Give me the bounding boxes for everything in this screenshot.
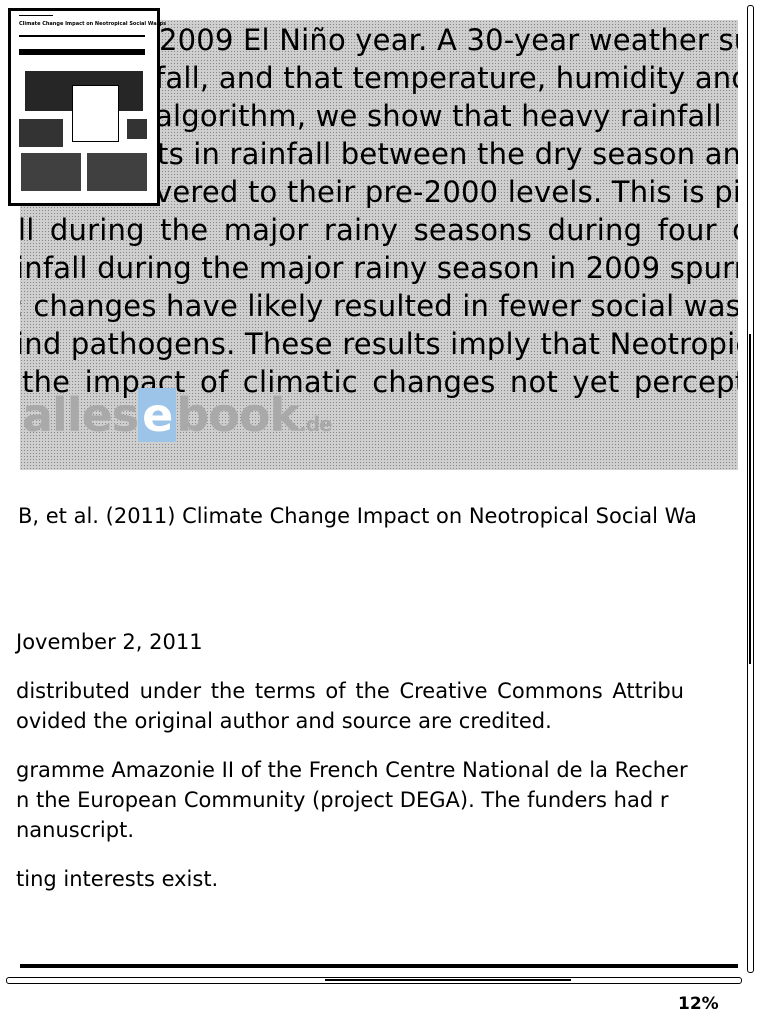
abstract-line: infall during the major rainy season in … (20, 251, 738, 285)
abstract-highlight: 2009 El Niño year. A 30-year weather sur… (20, 20, 738, 470)
vertical-scroll-thumb[interactable] (749, 334, 751, 664)
thumb-line (19, 35, 145, 37)
funding-line: n the European Community (project DEGA).… (16, 788, 669, 812)
document-viewport[interactable]: 2009 El Niño year. A 30-year weather sur… (0, 0, 740, 962)
funding-line: nanuscript. (16, 818, 134, 842)
abstract-line: algorithm, we show that heavy rainfall (155, 99, 722, 133)
funding-line: gramme Amazonie II of the French Centre … (16, 758, 688, 782)
watermark-logo: allesebook.de (22, 388, 333, 442)
page-divider (20, 964, 738, 968)
abstract-line: ll during the major rainy seasons during… (20, 213, 738, 247)
citation-line: B, et al. (2011) Climate Change Impact o… (18, 504, 697, 528)
visible-region-indicator[interactable] (72, 85, 119, 142)
abstract-line: 2009 El Niño year. A 30-year weather sur (159, 23, 738, 57)
reading-progress-percent: 12% (678, 994, 719, 1014)
thumb-text (19, 119, 63, 147)
horizontal-scrollbar[interactable] (6, 977, 742, 984)
thumb-line (19, 15, 53, 16)
abstract-line: ind pathogens. These results imply that … (20, 327, 738, 361)
thumbnail-title: Climate Change Impact on Neotropical Soc… (19, 21, 167, 27)
abstract-line: fall, and that temperature, humidity and (155, 61, 738, 95)
thumb-line (19, 49, 145, 55)
thumb-text (21, 153, 81, 191)
published-date: Jovember 2, 2011 (16, 630, 203, 654)
horizontal-scroll-thumb[interactable] (325, 979, 571, 981)
thumb-text (127, 119, 147, 139)
competing-interests-line: ting interests exist. (16, 867, 219, 891)
thumb-text (87, 153, 147, 191)
copyright-line: distributed under the terms of the Creat… (16, 679, 684, 703)
abstract-line: ts in rainfall between the dry season an… (157, 137, 738, 171)
abstract-line: : changes have likely resulted in fewer … (20, 289, 738, 323)
page-overview-thumbnail[interactable]: Climate Change Impact on Neotropical Soc… (8, 8, 166, 206)
abstract-line: vered to their pre-2000 levels. This is … (155, 175, 738, 209)
copyright-line: ovided the original author and source ar… (16, 709, 552, 733)
vertical-scrollbar[interactable] (747, 5, 754, 973)
